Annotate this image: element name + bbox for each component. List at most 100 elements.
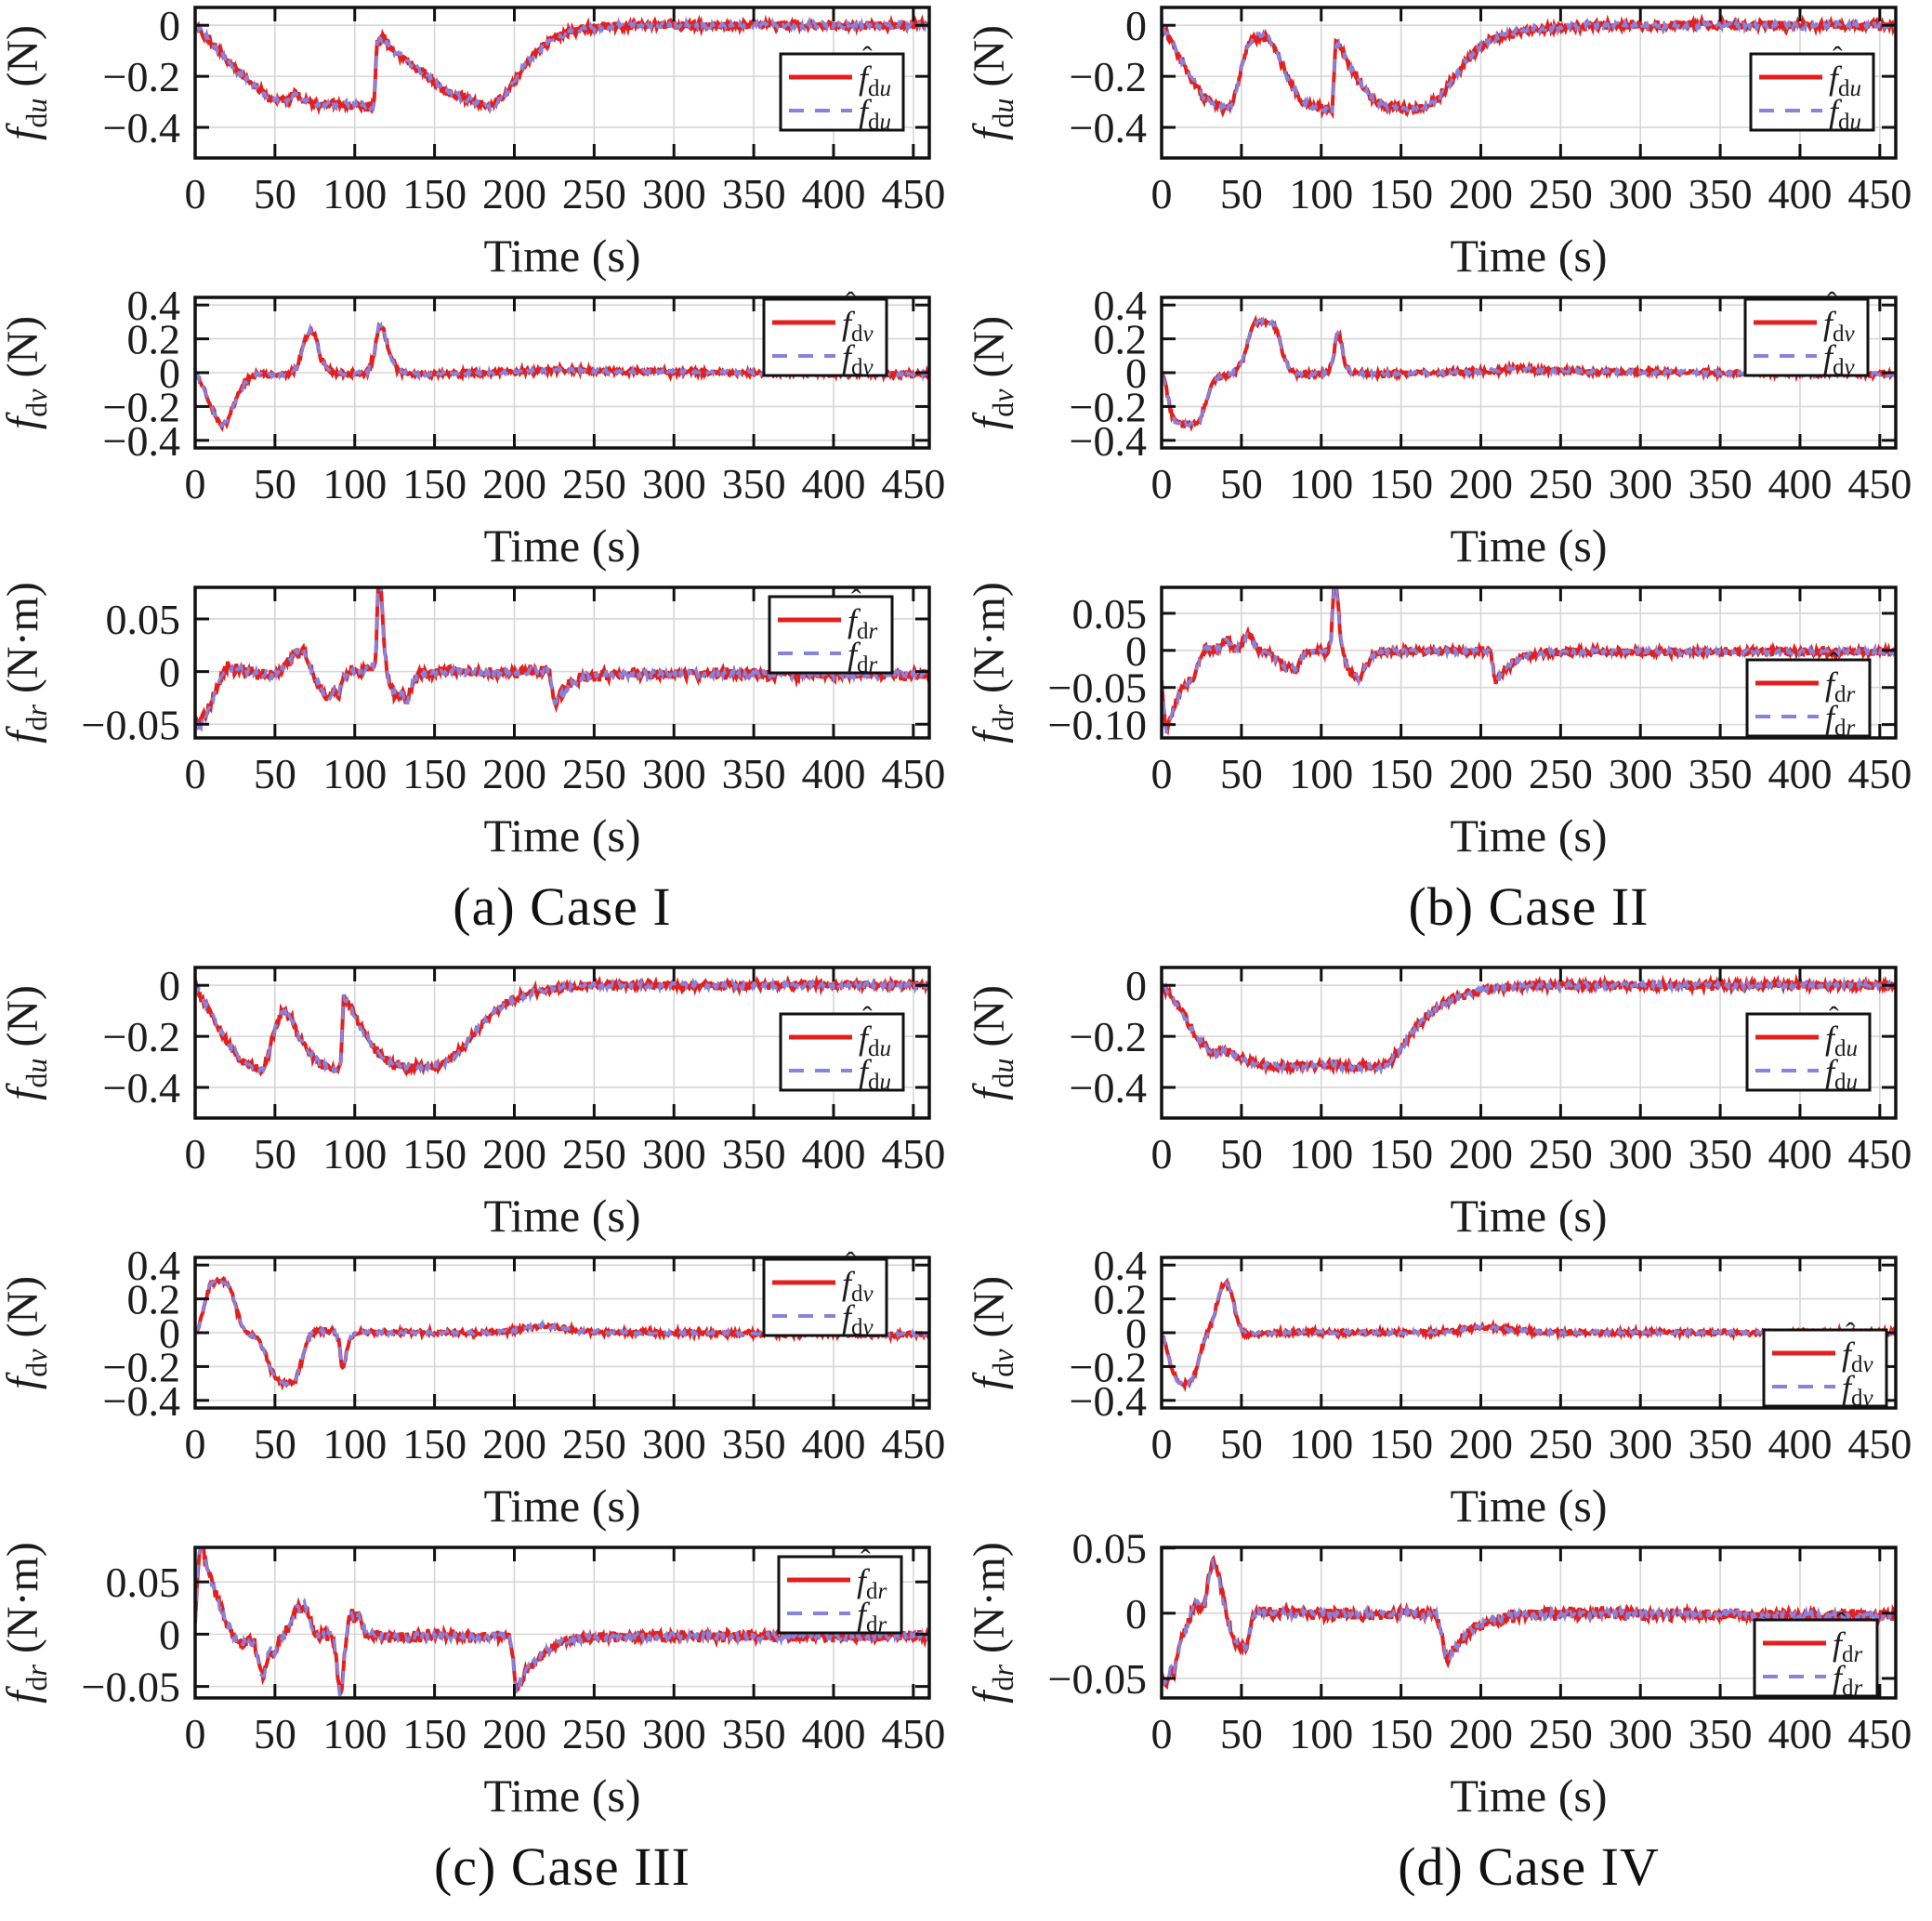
svg-text:300: 300 (642, 170, 706, 217)
svg-text:300: 300 (1609, 750, 1673, 797)
series-f_dr (195, 587, 929, 733)
svg-text:fdv (N): fdv (N) (965, 1276, 1019, 1389)
axes (193, 1256, 931, 1410)
series-group (1162, 13, 1896, 120)
legend-box (762, 1257, 888, 1337)
svg-text:100: 100 (322, 170, 387, 217)
case-a-block: 0 50 100 150 200 250 300 350 400 450 0 −0.2 −0.4 Time… (0, 0, 966, 960)
svg-text:450: 450 (1847, 460, 1912, 507)
svg-text:fdr (N·m): fdr (N·m) (965, 582, 1019, 743)
svg-text:300: 300 (1609, 1130, 1673, 1178)
svg-text:0.2: 0.2 (1094, 316, 1148, 363)
svg-text:−0.05: −0.05 (1048, 664, 1147, 712)
svg-text:50: 50 (254, 460, 296, 507)
svg-text:300: 300 (642, 1420, 706, 1467)
svg-text:150: 150 (402, 1710, 467, 1757)
svg-text:50: 50 (254, 750, 296, 797)
hat-accent: ˆ (1833, 40, 1843, 73)
chart-slot-case4-f_dv: 0 50 100 150 200 250 300 350 400 450 0.4 0.2 0 −0.2 −0… (965, 1242, 1932, 1540)
svg-text:0: 0 (185, 1710, 206, 1757)
svg-text:−0.05: −0.05 (1048, 1655, 1147, 1703)
case-d-block: 0 50 100 150 200 250 300 350 400 450 0 −0.2 −0.4 Time… (965, 960, 1932, 1921)
hat-accent: ˆ (846, 285, 856, 319)
hat-accent: ˆ (1836, 1606, 1847, 1639)
svg-text:fdv (N): fdv (N) (965, 316, 1019, 429)
svg-text:150: 150 (402, 1130, 467, 1178)
x-axis-label: Time (s) (1450, 1770, 1607, 1822)
hat-accent: ˆ (861, 1543, 871, 1576)
series-f_dr (195, 1547, 929, 1697)
chart-case1-f_dv: 0 50 100 150 200 250 300 350 400 4500.40.20−0.2−0… (0, 282, 945, 572)
svg-text:150: 150 (1369, 1130, 1433, 1178)
svg-text:50: 50 (1220, 170, 1263, 217)
x-axis-label: Time (s) (483, 1190, 640, 1242)
svg-text:200: 200 (1449, 750, 1513, 797)
svg-text:150: 150 (1369, 170, 1433, 217)
svg-text:300: 300 (1609, 1710, 1673, 1757)
svg-text:450: 450 (1847, 170, 1912, 217)
svg-text:100: 100 (1289, 750, 1353, 797)
chart-case1-f_dr: 0 50 100 150 200 250 300 350 400 4500.050−0.05Tim… (0, 582, 945, 862)
y-axis-label: fdr (N·m) (0, 1542, 53, 1704)
series-f_du (195, 977, 929, 1076)
svg-text:400: 400 (801, 460, 865, 507)
chart-slot-case2-f_dr: 0 50 100 150 200 250 300 350 400 450 0.05 0 −0.05 −0.… (965, 580, 1932, 870)
svg-text:−0.2: −0.2 (103, 53, 180, 100)
chart-slot-case4-f_du: 0 50 100 150 200 250 300 350 400 450 0 −0.2 −0.4 Time… (965, 960, 1932, 1250)
svg-text:50: 50 (254, 1710, 296, 1757)
svg-text:fdr (N·m): fdr (N·m) (965, 1542, 1019, 1704)
svg-text:50: 50 (1220, 750, 1263, 797)
svg-text:250: 250 (562, 750, 626, 797)
svg-text:0.05: 0.05 (1072, 1525, 1148, 1572)
legend-box (1745, 1012, 1872, 1092)
case-c-caption: (c) Case III (433, 1836, 691, 1897)
chart-slot-case3-f_du: 0 50 100 150 200 250 300 350 400 450 0 −0.2 −0.4 Time… (0, 960, 966, 1250)
svg-text:450: 450 (1847, 750, 1912, 797)
svg-text:450: 450 (881, 1710, 945, 1757)
svg-text:400: 400 (1768, 170, 1832, 217)
svg-text:−0.4: −0.4 (1070, 1064, 1147, 1112)
svg-text:400: 400 (801, 170, 865, 217)
y-axis-label: fdv (N) (0, 1276, 53, 1389)
svg-text:100: 100 (1289, 1130, 1353, 1178)
y-axis-label: fdv (N) (0, 316, 53, 429)
svg-text:350: 350 (722, 170, 786, 217)
svg-text:−0.4: −0.4 (103, 1064, 180, 1112)
svg-text:0: 0 (159, 1611, 180, 1658)
x-axis-label: Time (s) (1450, 1190, 1607, 1242)
svg-text:0: 0 (1151, 750, 1173, 797)
svg-text:−0.2: −0.2 (1070, 383, 1147, 430)
svg-text:−0.2: −0.2 (103, 1343, 180, 1390)
svg-text:150: 150 (1369, 1420, 1433, 1467)
svg-text:0: 0 (185, 170, 206, 217)
svg-text:0: 0 (185, 460, 206, 507)
svg-text:100: 100 (322, 1420, 387, 1467)
svg-text:150: 150 (1369, 750, 1433, 797)
svg-text:200: 200 (482, 1420, 546, 1467)
svg-text:300: 300 (642, 1710, 706, 1757)
svg-text:100: 100 (1289, 1420, 1353, 1467)
svg-text:350: 350 (1689, 1710, 1753, 1757)
chart-case4-f_dr: 0 50 100 150 200 250 300 350 400 4500.050−0.05Tim… (965, 1525, 1912, 1822)
svg-text:450: 450 (881, 460, 945, 507)
legend-label-actual: fdu (859, 93, 891, 135)
y-axis-label: fdr (N·m) (0, 582, 53, 743)
y-axis-label: fdu (N) (0, 985, 53, 1100)
svg-text:0: 0 (1125, 962, 1147, 1009)
svg-text:0.4: 0.4 (127, 1242, 181, 1289)
svg-text:250: 250 (562, 1710, 626, 1757)
svg-text:200: 200 (1449, 1130, 1513, 1178)
svg-text:150: 150 (402, 460, 467, 507)
case-c-block: 0 50 100 150 200 250 300 350 400 450 0 −0.2 −0.4 Time… (0, 960, 966, 1921)
svg-text:200: 200 (482, 170, 546, 217)
svg-text:−0.10: −0.10 (1048, 702, 1147, 749)
svg-text:400: 400 (801, 750, 865, 797)
svg-text:50: 50 (254, 1130, 296, 1178)
